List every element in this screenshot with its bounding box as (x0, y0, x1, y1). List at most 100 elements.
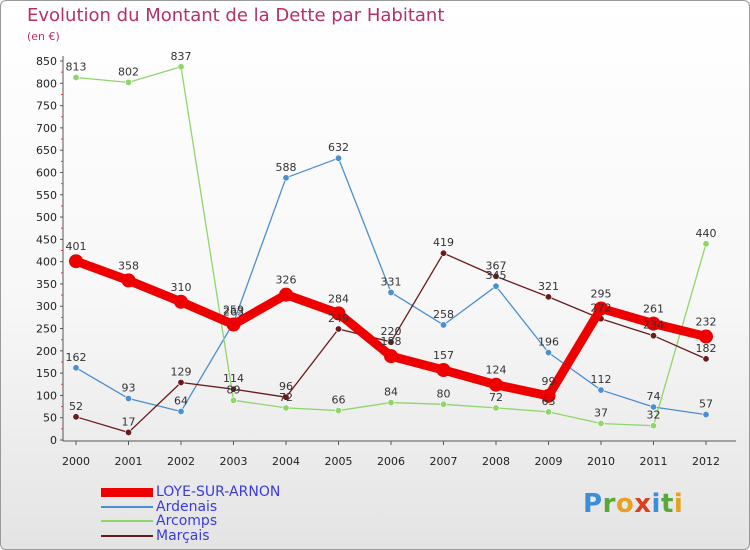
data-label: 196 (538, 336, 559, 349)
data-point (387, 288, 395, 296)
y-tick-label: 0 (50, 434, 57, 447)
x-tick-label: 2011 (640, 455, 668, 468)
data-label: 326 (276, 274, 297, 287)
data-point (230, 396, 238, 404)
data-label: 321 (538, 280, 559, 293)
data-point (489, 377, 503, 392)
y-tick-label: 650 (36, 144, 57, 157)
y-tick-label: 500 (36, 211, 57, 224)
data-point (544, 349, 552, 357)
x-tick-label: 2006 (377, 455, 405, 468)
y-tick-label: 300 (36, 300, 57, 313)
data-label: 258 (433, 308, 454, 321)
chart-unit: (en €) (27, 30, 60, 43)
y-tick-label: 400 (36, 256, 57, 269)
x-tick-label: 2008 (482, 455, 510, 468)
series-loye-sur-arnon (69, 254, 713, 403)
data-label: 84 (384, 386, 398, 399)
x-tick-label: 2012 (692, 455, 720, 468)
legend-item-loye-sur-arnon: LOYE-SUR-ARNON (101, 485, 361, 500)
y-tick-label: 750 (36, 100, 57, 113)
data-point (69, 254, 83, 269)
data-point (597, 420, 605, 428)
data-label: 419 (433, 236, 454, 249)
legend-swatch (101, 505, 153, 508)
y-tick-label: 350 (36, 278, 57, 291)
data-label: 367 (486, 259, 507, 272)
data-point (492, 282, 500, 290)
x-tick-label: 2003 (220, 455, 248, 468)
data-point (699, 329, 713, 344)
data-label: 220 (381, 325, 402, 338)
data-point (331, 306, 346, 321)
data-label: 37 (594, 407, 608, 420)
data-label: 234 (643, 319, 664, 332)
data-point (125, 428, 133, 436)
brand-letter: t (660, 489, 674, 519)
brand-letter: i (673, 489, 684, 519)
data-label: 837 (171, 50, 192, 63)
data-point (544, 408, 552, 416)
data-label: 114 (223, 372, 244, 385)
data-point (282, 393, 290, 401)
data-label: 284 (328, 292, 349, 305)
legend-item-mar-ais: Marçais (101, 529, 361, 544)
data-label: 802 (118, 65, 139, 78)
data-point (174, 294, 188, 309)
legend-label: Ardenais (156, 498, 218, 515)
data-label: 17 (122, 415, 136, 428)
data-point (649, 332, 657, 340)
legend-swatch (101, 520, 153, 522)
data-point (177, 407, 185, 415)
data-point (387, 338, 395, 346)
series-layer (69, 63, 713, 436)
y-tick-label: 200 (36, 345, 57, 358)
data-label: 440 (696, 227, 717, 240)
brand-letter: r (602, 489, 616, 519)
data-point (279, 287, 293, 302)
data-label: 358 (118, 259, 139, 272)
data-label: 72 (279, 391, 293, 404)
data-label: 263 (223, 306, 244, 319)
data-label: 182 (696, 342, 717, 355)
x-tick-label: 2010 (587, 455, 615, 468)
data-label: 310 (171, 281, 192, 294)
data-label: 74 (647, 390, 661, 403)
data-point (334, 325, 342, 333)
data-point (439, 249, 447, 257)
data-point (439, 321, 447, 329)
data-label: 588 (276, 161, 297, 174)
data-label: 124 (486, 364, 507, 377)
x-tick-label: 2007 (430, 455, 458, 468)
data-point (177, 378, 185, 386)
data-label: 32 (647, 409, 661, 422)
data-point (541, 388, 556, 403)
data-point (125, 395, 133, 403)
data-label: 72 (489, 391, 503, 404)
data-label: 112 (591, 373, 612, 386)
data-point (384, 349, 398, 364)
legend-item-arcomps: Arcomps (101, 514, 361, 529)
data-label: 259 (223, 304, 244, 317)
data-point (649, 403, 657, 411)
brand-letter: o (615, 489, 635, 519)
data-point (282, 174, 290, 182)
series-ardenais (72, 154, 710, 419)
y-tick-label: 850 (36, 55, 57, 68)
series-mar-ais (72, 249, 710, 436)
data-point (230, 385, 238, 393)
data-label: 157 (433, 349, 454, 362)
legend-label: Arcomps (156, 513, 218, 529)
brand-letter: x (634, 489, 652, 519)
data-label: 162 (66, 351, 87, 364)
data-point (492, 272, 500, 280)
data-label: 295 (591, 287, 612, 300)
data-label: 632 (328, 141, 349, 154)
x-tick-label: 2009 (535, 455, 563, 468)
y-tick-label: 250 (36, 323, 57, 336)
brand-logo: Proxiti (583, 489, 683, 519)
data-point (702, 355, 710, 363)
legend-swatch (101, 487, 153, 497)
